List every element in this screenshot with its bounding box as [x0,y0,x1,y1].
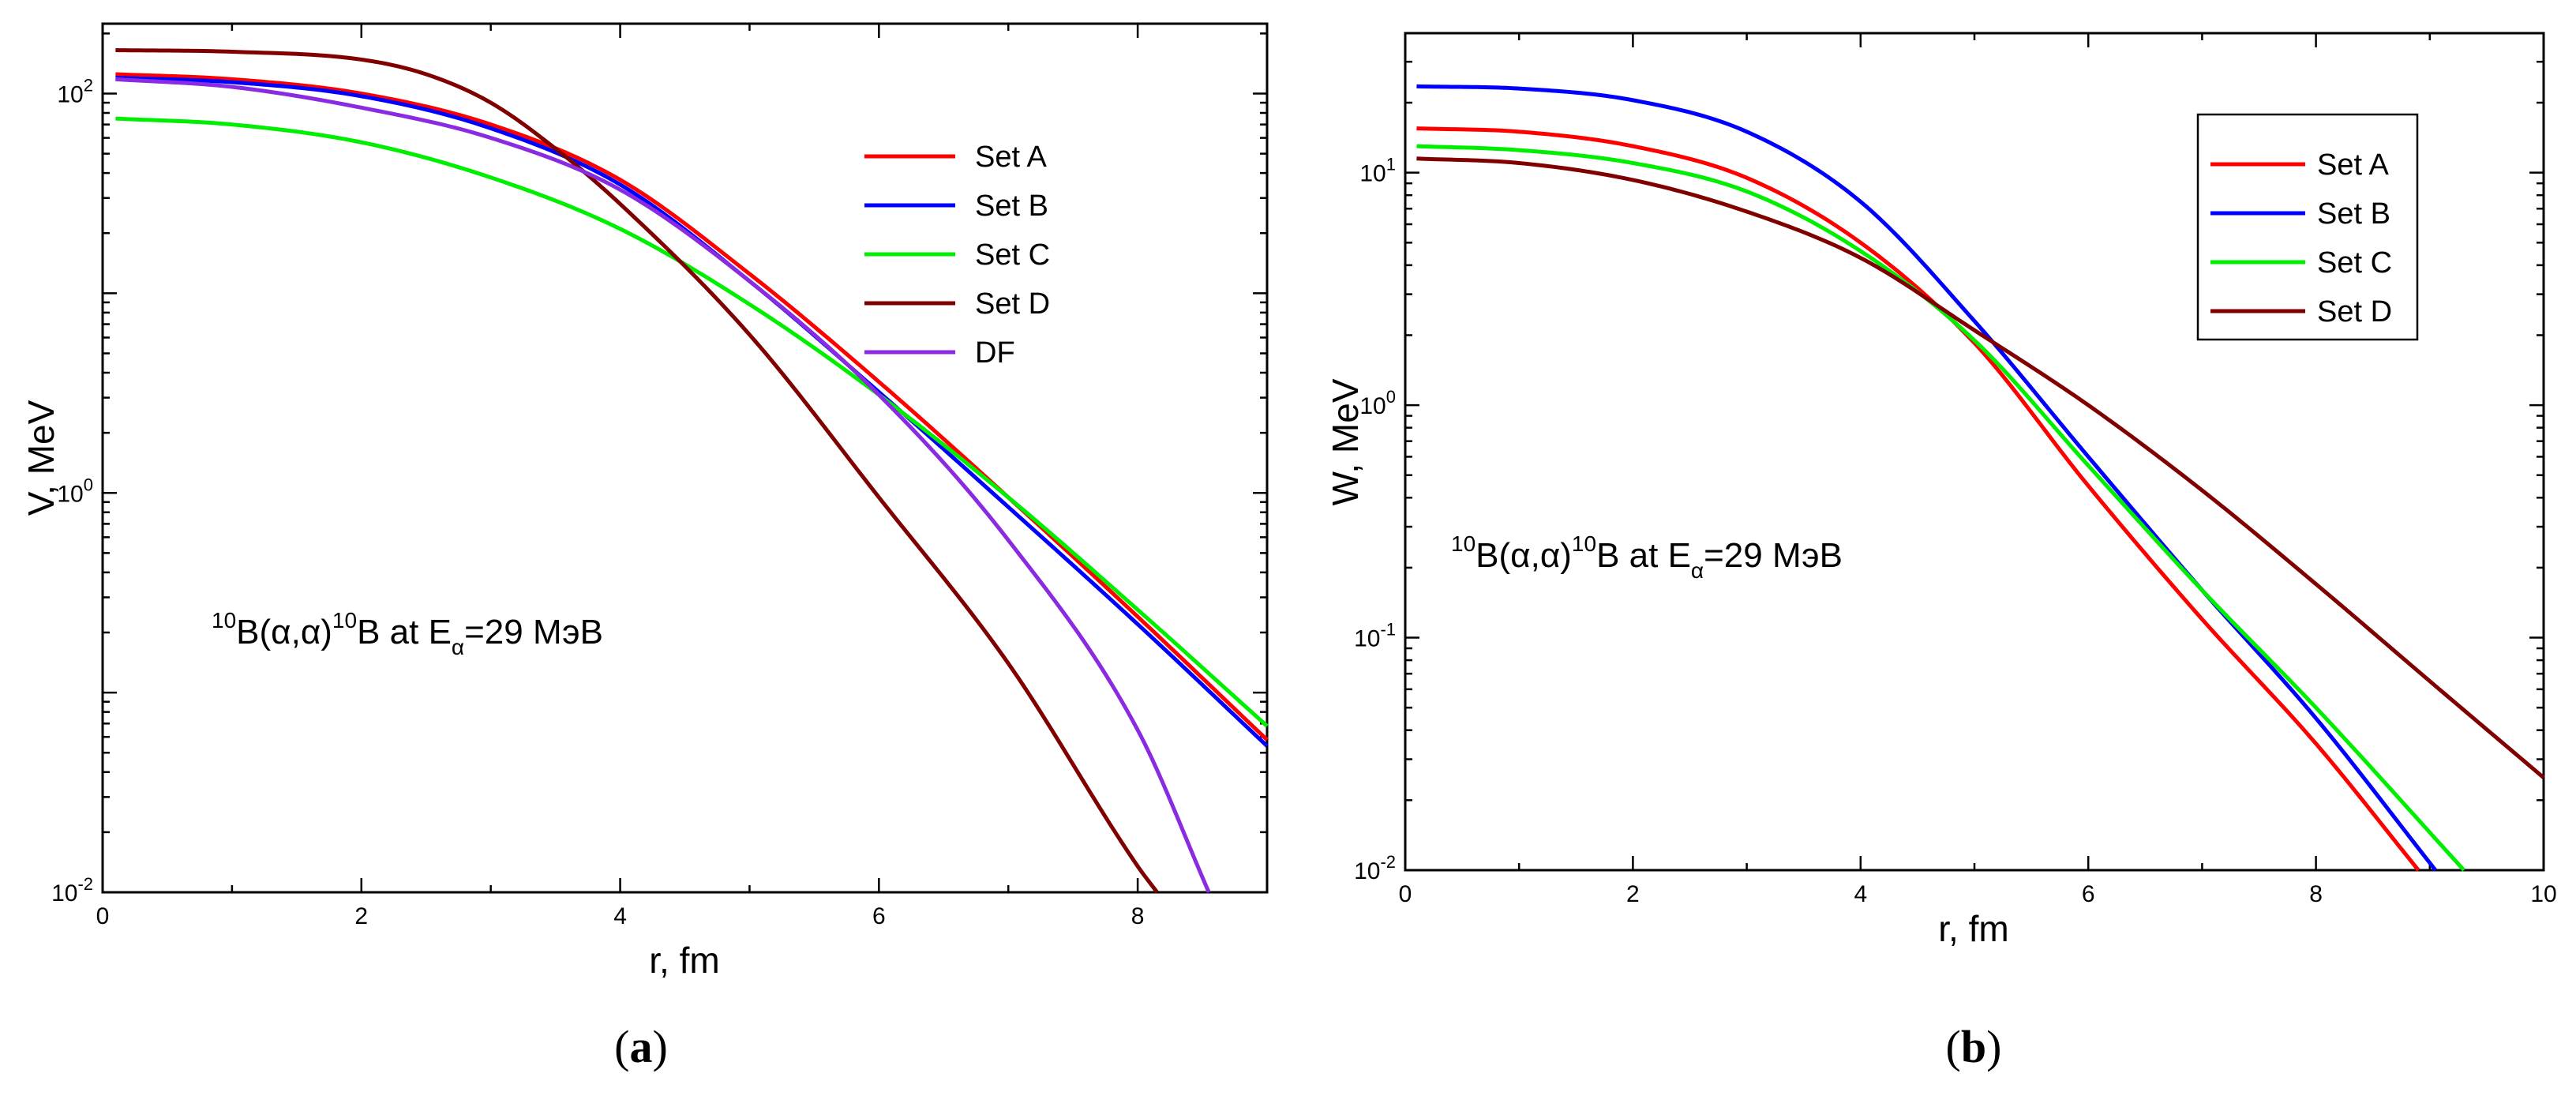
legend-label: Set B [975,190,1048,223]
annot-b-part1: B( [1475,536,1510,575]
annot-b-part5: =29 МэВ [1704,536,1843,575]
x-tick-label: 8 [2309,881,2323,907]
annot-a-part4: B at E [357,613,452,651]
annot-a-part5: =29 МэВ [464,613,603,651]
x-tick-label: 2 [1626,881,1640,907]
plot-frame-a [101,22,1269,894]
panel-caption-b-letter: b [1961,1021,1986,1072]
x-ticks-a: 0 2 4 6 8 [96,24,1269,929]
x-ticks-b: 0 2 4 6 8 10 [1399,33,2557,907]
annot-b-mid-sup: 10 [1572,531,1596,556]
x-axis-title-b: r, fm [1938,908,2008,949]
annot-b-sub: α [1691,558,1704,583]
legend-a: Set A Set B Set C Set D DF [864,141,1050,370]
x-tick-label: 6 [2082,881,2095,907]
y-axis-title-a: V, MeV [21,400,62,516]
series-line-set-d [115,48,1159,894]
y-ticks-a: 10-2 100 102 [51,32,1267,906]
legend-label: Set A [975,141,1047,174]
x-tick-label: 10 [2530,881,2556,907]
series-line-set-b [1416,84,2437,872]
annot-a-sub: α [452,635,464,659]
y-tick-label: 100 [1359,387,1396,419]
legend-label: Set D [2317,295,2392,328]
y-tick-label: 101 [1359,155,1396,187]
panel-caption-b: (b) [1946,1021,2002,1072]
curves-a [115,48,1269,894]
y-tick-label: 10-1 [1354,620,1396,652]
y-tick-label: 10-2 [1354,852,1396,884]
annot-a-part1: B( [236,613,271,651]
x-tick-label: 0 [1399,881,1412,907]
annot-b-part4: B at E [1596,536,1691,575]
legend-label: Set A [2317,148,2389,182]
y-tick-label: 10-2 [51,874,93,906]
series-line-set-d [1416,156,2545,779]
y-axis-title-b: W, MeV [1325,378,1366,505]
legend-label: Set C [975,238,1050,272]
y-tick-label: 102 [57,76,93,108]
series-line-df [115,77,1211,893]
panel-caption-a-letter: a [630,1021,653,1072]
annot-a-part2: α,α [271,613,321,651]
x-tick-label: 4 [1854,881,1867,907]
annot-a-part3: ) [321,613,332,651]
annot-a-mid-sup: 10 [332,608,357,632]
series-line-set-a [1416,126,2420,872]
legend-label: Set D [975,287,1050,321]
legend-label: DF [975,336,1015,370]
x-axis-title-a: r, fm [649,940,719,981]
annot-a-pre-sup: 10 [212,608,236,632]
annot-b-pre-sup: 10 [1451,531,1475,556]
y-tick-label: 100 [57,475,93,507]
annot-b-part2: α,α [1510,536,1560,575]
x-tick-label: 0 [96,903,110,929]
x-tick-label: 2 [354,903,368,929]
y-ticks-b: 10-2 10-1 100 101 [1354,60,2544,884]
legend-box [2196,113,2419,341]
curves-b [1416,84,2545,872]
legend-b: Set A Set B Set C Set D [2196,113,2419,341]
legend-label: Set C [2317,246,2392,280]
legend-label: Set B [2317,197,2390,231]
reaction-annotation-a: 10B(α,α)10B at Eα=29 МэВ [212,608,603,659]
x-tick-label: 4 [613,903,627,929]
reaction-annotation-b: 10B(α,α)10B at Eα=29 МэВ [1451,531,1843,583]
x-tick-label: 6 [872,903,886,929]
panel-caption-a: (a) [614,1021,668,1072]
x-tick-label: 8 [1131,903,1145,929]
annot-b-part3: ) [1560,536,1572,575]
series-line-set-a [115,72,1269,741]
